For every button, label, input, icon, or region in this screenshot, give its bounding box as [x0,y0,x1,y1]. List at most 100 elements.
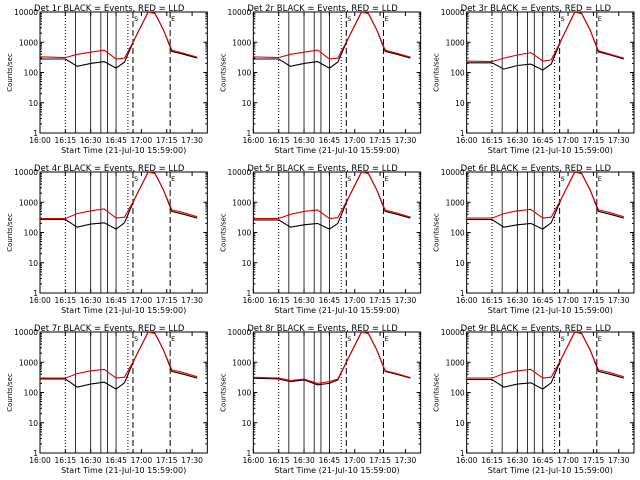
x-tick-label: 17:00 [557,456,579,465]
marker-label: E [171,175,175,183]
y-axis-label: Counts/sec [433,373,441,412]
chart-panel-9: Det 9r BLACK = Events, RED = LLD 1 10 100 10… [433,324,635,475]
chart-panel-8: Det 8r BLACK = Events, RED = LLD 1 10 100 10… [219,324,422,475]
y-tick-label: 10000 [14,328,38,337]
x-tick-label: 16:45 [105,136,127,145]
x-tick-label: 17:15 [156,296,178,305]
y-tick-label: 100 [24,229,39,238]
x-tick-label: 16:00 [243,136,265,145]
marker-label: S [134,335,138,343]
y-tick-label: 1000 [19,198,38,207]
chart-panel-4: Det 4r BLACK = Events, RED = LLD 1 10 100 10… [6,164,208,315]
series-line-lld [40,12,198,60]
x-tick-label: 16:30 [80,456,102,465]
x-tick-label: 16:00 [29,136,51,145]
chart-title: Det 9r BLACK = Events, RED = LLD [461,324,612,334]
x-tick-label: 16:30 [507,136,529,145]
y-tick-label: 100 [237,229,252,238]
y-tick-label: 1 [247,289,252,298]
y-tick-label: 10000 [227,168,251,177]
y-tick-label: 10000 [14,8,38,17]
x-tick-label: 16:15 [55,296,77,305]
y-axis-label: Counts/sec [6,213,14,252]
y-tick-label: 10 [455,419,465,428]
x-tick-label: 16:15 [268,296,290,305]
marker-label: E [384,175,388,183]
x-tick-label: 17:15 [583,456,605,465]
series-line-lld [466,12,624,63]
x-tick-label: 16:45 [105,296,127,305]
x-tick-label: 16:15 [481,136,503,145]
y-tick-label: 1000 [19,38,38,47]
series-line-lld [253,172,411,220]
x-tick-label: 16:30 [80,296,102,305]
x-axis-label: Start Time (21-Jul-10 15:59:00) [61,146,186,155]
series-line-lld [253,332,411,384]
x-axis-label: Start Time (21-Jul-10 15:59:00) [488,146,613,155]
y-axis-label: Counts/sec [433,53,441,92]
marker-label: S [134,175,138,183]
x-tick-label: 16:15 [481,296,503,305]
y-tick-label: 1 [460,449,465,458]
x-tick-label: 16:00 [243,296,265,305]
y-tick-label: 100 [450,69,465,78]
x-tick-label: 17:00 [344,296,366,305]
x-tick-label: 16:15 [55,456,77,465]
y-tick-label: 1000 [232,198,251,207]
y-tick-label: 1000 [232,358,251,367]
x-tick-label: 16:30 [507,296,529,305]
x-axis-label: Start Time (21-Jul-10 15:59:00) [274,146,399,155]
y-tick-label: 1 [247,129,252,138]
y-tick-label: 1000 [446,358,465,367]
x-tick-label: 17:15 [369,296,391,305]
x-tick-label: 16:45 [532,136,554,145]
y-tick-label: 100 [237,69,252,78]
x-axis-label: Start Time (21-Jul-10 15:59:00) [61,466,186,475]
marker-label: E [171,15,175,23]
x-tick-label: 16:00 [29,296,51,305]
y-axis-label: Counts/sec [6,373,14,412]
y-axis-label: Counts/sec [433,213,441,252]
y-tick-label: 10000 [441,8,465,17]
y-tick-label: 10 [455,99,465,108]
x-tick-label: 16:15 [268,136,290,145]
x-tick-label: 16:00 [29,456,51,465]
chart-title: Det 2r BLACK = Events, RED = LLD [247,4,398,14]
y-tick-label: 100 [24,389,39,398]
chart-title: Det 4r BLACK = Events, RED = LLD [34,164,185,174]
x-tick-label: 16:45 [532,456,554,465]
marker-label: S [134,15,138,23]
y-axis-label: Counts/sec [6,53,14,92]
y-tick-label: 1000 [446,38,465,47]
chart-title: Det 1r BLACK = Events, RED = LLD [34,4,185,14]
y-tick-label: 1000 [19,358,38,367]
x-tick-label: 17:00 [344,456,366,465]
y-tick-label: 1 [33,289,38,298]
y-tick-label: 10000 [441,328,465,337]
y-tick-label: 10 [242,419,252,428]
chart-title: Det 7r BLACK = Events, RED = LLD [34,324,185,334]
y-axis-label: Counts/sec [219,373,227,412]
chart-panel-5: Det 5r BLACK = Events, RED = LLD 1 10 100 10… [219,164,422,315]
y-tick-label: 10000 [227,328,251,337]
y-axis-label: Counts/sec [219,53,227,92]
x-tick-label: 17:30 [181,296,203,305]
x-tick-label: 17:30 [395,456,417,465]
y-axis-label: Counts/sec [219,213,227,252]
y-tick-label: 10000 [14,168,38,177]
x-tick-label: 17:15 [583,296,605,305]
x-tick-label: 17:00 [557,296,579,305]
x-tick-label: 17:30 [608,296,630,305]
x-tick-label: 16:45 [105,456,127,465]
chart-panel-6: Det 6r BLACK = Events, RED = LLD 1 10 100 10… [433,164,635,315]
x-axis-label: Start Time (21-Jul-10 15:59:00) [61,306,186,315]
x-tick-label: 17:00 [344,136,366,145]
y-tick-label: 10 [242,99,252,108]
x-axis-label: Start Time (21-Jul-10 15:59:00) [274,466,399,475]
x-tick-label: 16:15 [55,136,77,145]
y-tick-label: 1 [460,289,465,298]
x-axis-label: Start Time (21-Jul-10 15:59:00) [488,466,613,475]
y-tick-label: 10 [455,259,465,268]
x-tick-label: 17:15 [156,136,178,145]
